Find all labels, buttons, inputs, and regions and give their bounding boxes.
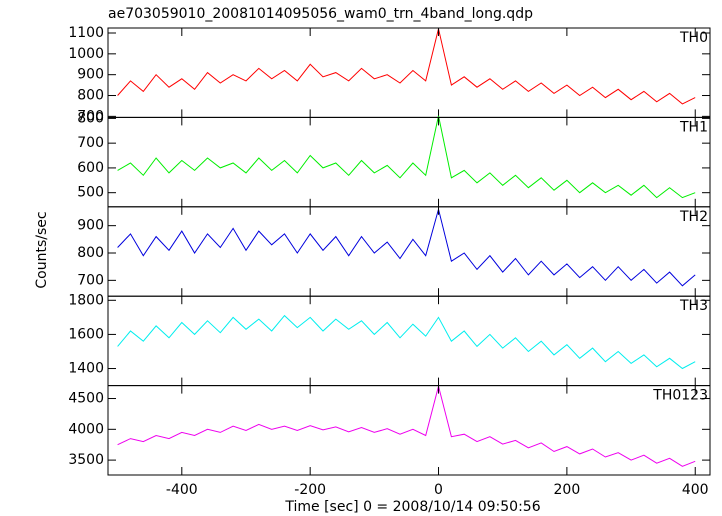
- y-tick-label: 1600: [68, 326, 104, 342]
- panel-label: TH1: [679, 119, 708, 135]
- x-tick-label: 0: [434, 482, 443, 498]
- x-tick-label: -200: [294, 482, 326, 498]
- data-line: [117, 28, 696, 105]
- panel-frame: [107, 295, 711, 387]
- y-tick-label: 3500: [68, 452, 104, 468]
- y-tick-label: 500: [77, 185, 104, 201]
- x-tick-label: 400: [682, 482, 709, 498]
- y-tick-label: 1100: [68, 25, 104, 41]
- y-tick-label: 800: [77, 88, 104, 104]
- panel-label: TH0: [679, 30, 708, 46]
- panel-frame: [107, 116, 711, 208]
- x-axis-label: Time [sec] 0 = 2008/10/14 09:50:56: [284, 499, 540, 515]
- y-tick-label: 700: [77, 108, 104, 124]
- panel-frame: [107, 206, 711, 297]
- y-tick-label: 4000: [68, 421, 104, 437]
- y-tick-label: 800: [77, 245, 104, 261]
- data-line: [117, 115, 696, 199]
- y-tick-label: 700: [77, 272, 104, 288]
- y-tick-label: 700: [77, 135, 104, 151]
- panel-label: TH3: [679, 298, 708, 314]
- panel-label: TH2: [679, 209, 708, 225]
- data-line: [117, 386, 696, 467]
- y-tick-label: 600: [77, 160, 104, 176]
- y-tick-label: 1400: [68, 361, 104, 377]
- data-line: [117, 314, 696, 370]
- x-tick-label: -400: [166, 482, 198, 498]
- panel-label: TH0123: [652, 388, 708, 404]
- y-tick-label: 900: [77, 67, 104, 83]
- y-tick-label: 800: [77, 110, 104, 126]
- chart-title: ae703059010_20081014095056_wam0_trn_4ban…: [108, 6, 533, 22]
- panel-frame: [107, 385, 711, 476]
- y-tick-label: 4500: [68, 391, 104, 407]
- y-axis-label: Counts/sec: [34, 211, 50, 288]
- y-tick-label: 1000: [68, 46, 104, 62]
- data-line: [117, 207, 696, 287]
- x-tick-label: 200: [554, 482, 581, 498]
- y-tick-label: 1800: [68, 292, 104, 308]
- panel-frame: [107, 27, 711, 118]
- y-tick-label: 900: [77, 218, 104, 234]
